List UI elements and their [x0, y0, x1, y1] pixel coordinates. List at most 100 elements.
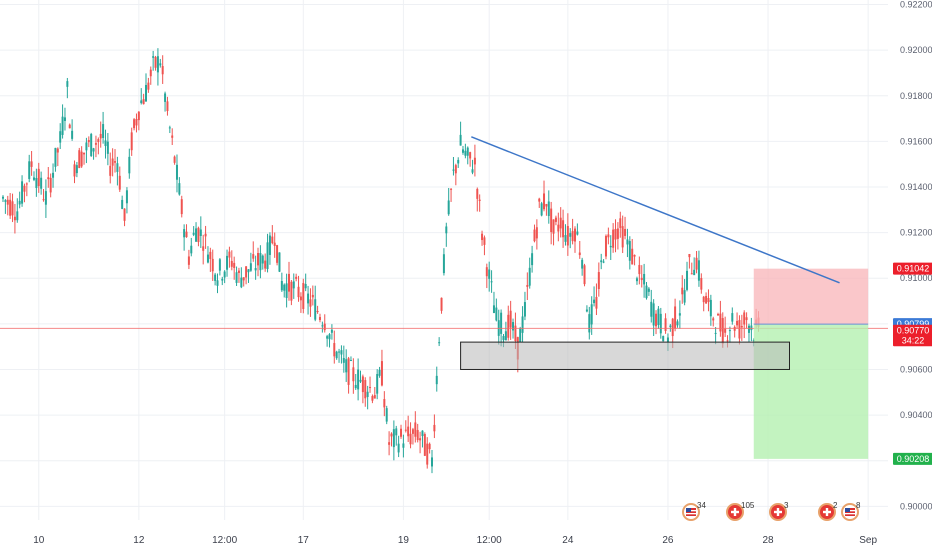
candle: [481, 230, 484, 246]
candle-body: [471, 169, 474, 173]
candle-body: [266, 242, 269, 270]
candle: [49, 173, 52, 198]
candle: [669, 324, 672, 332]
candle-body: [678, 313, 681, 316]
candle: [411, 427, 414, 445]
candle-body: [230, 260, 233, 267]
candle-body: [299, 296, 302, 301]
candle-body: [414, 422, 417, 437]
candle: [423, 432, 426, 457]
candle-body: [152, 56, 155, 58]
candle: [683, 278, 686, 306]
candle: [469, 151, 472, 167]
candle-body: [73, 164, 76, 177]
candle: [490, 270, 493, 293]
candle-body: [35, 178, 38, 188]
candle-body: [478, 199, 481, 201]
candle: [56, 147, 59, 167]
candle: [473, 144, 476, 177]
candle-body: [392, 429, 395, 448]
candle: [304, 273, 307, 292]
candle-body: [235, 272, 238, 283]
candle-body: [328, 334, 331, 340]
candle-body: [166, 101, 169, 112]
candle-body: [192, 232, 195, 235]
time-tick-label: 24: [562, 535, 574, 546]
candle-body: [302, 283, 305, 309]
ch-flag-icon[interactable]: 2: [818, 501, 838, 521]
candle: [106, 132, 109, 166]
candle-body: [190, 245, 193, 254]
candle-body: [488, 269, 491, 279]
candle: [228, 246, 231, 268]
candle-body: [94, 143, 97, 145]
stop-loss-zone: [753, 268, 869, 325]
candle-body: [218, 259, 221, 271]
candle-body: [459, 134, 462, 146]
candle: [333, 330, 336, 364]
candle: [431, 449, 433, 474]
candle: [664, 313, 667, 334]
candle-body: [481, 233, 484, 241]
candle-body: [295, 276, 298, 279]
price-tick-label: 0.91800: [900, 91, 932, 101]
candle-body: [597, 272, 600, 289]
candle: [109, 152, 112, 184]
candle-body: [686, 270, 689, 290]
candle-body: [664, 318, 667, 331]
price-tick-label: 0.91400: [900, 182, 932, 192]
candle-body: [66, 81, 69, 87]
candle-body: [457, 159, 460, 164]
candle-body: [426, 443, 429, 465]
candle-body: [538, 198, 541, 202]
chart-drawings[interactable]: [0, 136, 888, 459]
candle-body: [621, 226, 624, 248]
candle: [607, 227, 610, 245]
price-tag-label: 0.90799: [897, 319, 930, 329]
candle-body: [311, 294, 314, 298]
us-flag-icon[interactable]: 34: [682, 501, 706, 521]
candle-body: [338, 351, 341, 353]
candle-body: [709, 299, 712, 317]
price-tag-label: 0.90770: [897, 326, 930, 336]
candle: [402, 434, 405, 458]
candle-body: [349, 360, 352, 362]
candle-body: [647, 288, 650, 292]
candle-body: [543, 193, 546, 210]
ch-flag-icon[interactable]: 3: [769, 501, 789, 521]
candle: [59, 123, 62, 150]
candle: [373, 386, 376, 399]
candle: [445, 222, 448, 247]
candle-body: [333, 343, 336, 357]
candle: [159, 58, 162, 68]
candle: [678, 300, 681, 329]
time-axis[interactable]: 10 12 12:00 17 19 12:00 24 26 28 Sep: [33, 535, 877, 546]
candle-body: [383, 399, 386, 408]
candle-body: [628, 241, 631, 261]
ch-flag-icon[interactable]: 105: [726, 501, 755, 521]
candle: [616, 222, 619, 250]
candle: [121, 195, 124, 210]
candle-body: [2, 196, 4, 199]
candle: [552, 219, 555, 246]
candlestick-series[interactable]: [2, 48, 760, 474]
candle: [521, 306, 524, 343]
candle-body: [318, 317, 321, 321]
candle: [63, 107, 66, 131]
candle-body: [249, 263, 252, 271]
candle: [717, 312, 719, 316]
us-flag-icon[interactable]: 8: [841, 501, 861, 521]
candle-body: [404, 429, 407, 431]
candle: [30, 151, 33, 176]
candle: [728, 326, 731, 343]
candle: [702, 295, 705, 312]
candle-body: [175, 164, 178, 180]
descending-trendline: [471, 136, 840, 284]
price-axis[interactable]: 0.900000.902000.904000.906000.908000.910…: [888, 0, 932, 550]
candle-body: [352, 367, 355, 382]
candle-body: [643, 273, 646, 285]
candle: [233, 256, 236, 280]
economic-events[interactable]: 34 105 3 2 8: [682, 501, 861, 521]
